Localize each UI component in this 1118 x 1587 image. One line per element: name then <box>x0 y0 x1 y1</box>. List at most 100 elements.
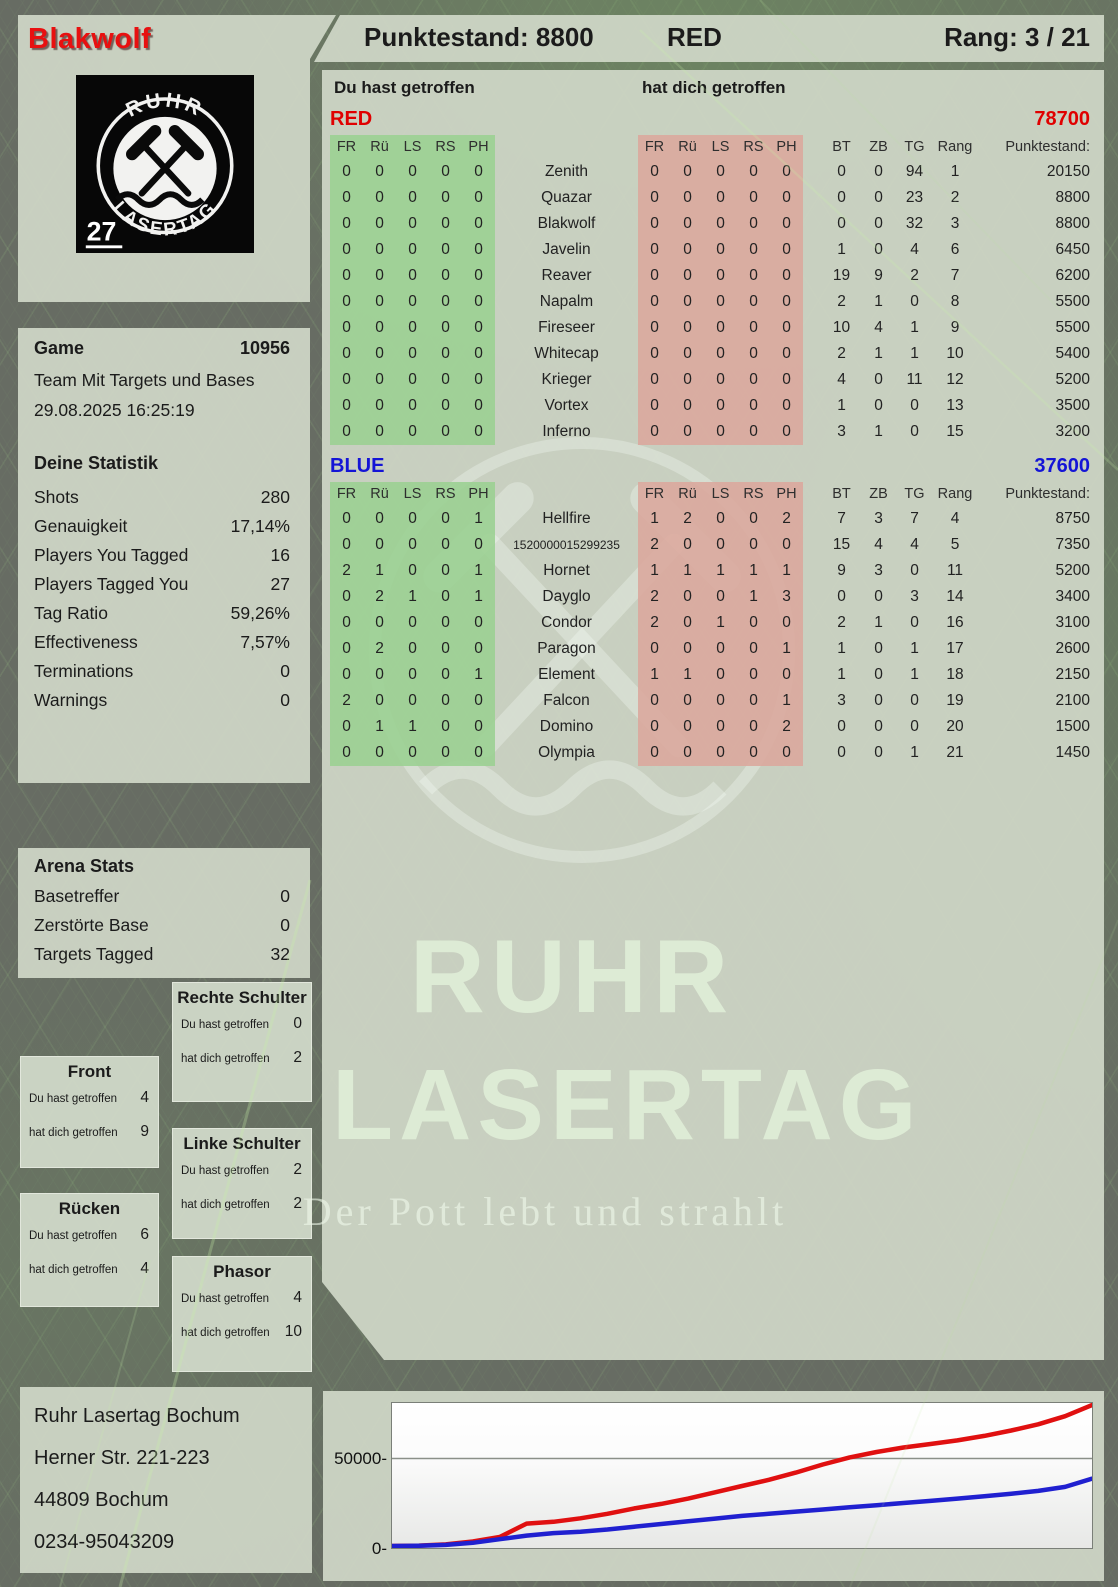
stat-rows: Shots 280 Genauigkeit 17,14% Players You… <box>34 483 290 715</box>
zb-cell: 0 <box>874 718 883 735</box>
zb-cell: 1 <box>874 423 883 440</box>
stat-row: Players Tagged You 27 <box>34 570 290 599</box>
bodypart-box-phasor: Phasor Du hast getroffen 4 hat dich getro… <box>172 1256 312 1372</box>
col-header: Rü <box>363 482 396 506</box>
spacer <box>803 263 823 289</box>
hit-you-cell: 0 <box>704 211 737 237</box>
tg-cell: 0 <box>910 397 919 414</box>
hit-you-cell: 0 <box>737 341 770 367</box>
rank-cell: 10 <box>946 345 964 362</box>
stat-row: Genauigkeit 17,14% <box>34 512 290 541</box>
you-hit-cell: 0 <box>462 419 495 445</box>
you-hit-cell: 0 <box>330 315 363 341</box>
player-name-cell: Condor <box>541 614 592 631</box>
tg-cell: 0 <box>910 692 919 709</box>
bodypart-title: Rücken <box>58 1199 121 1218</box>
hit-you-cell: 0 <box>770 740 803 766</box>
stat-row: Warnings 0 <box>34 686 290 715</box>
zb-cell: 0 <box>874 189 883 206</box>
rank-cell: 4 <box>950 510 960 527</box>
player-row: 0 0 0 0 1 Hellfire 1 2 0 0 2 7 <box>330 506 1090 532</box>
you-hit-cell: 0 <box>330 185 363 211</box>
you-hit-cell: 0 <box>396 263 429 289</box>
player-row: 0 0 0 0 0 Krieger 0 0 0 0 0 4 <box>330 367 1090 393</box>
hit-you-cell: 0 <box>737 740 770 766</box>
name-column-spacer <box>495 482 638 506</box>
you-hit-cell: 0 <box>363 185 396 211</box>
you-hit-value: 0 <box>293 1015 302 1032</box>
hit-you-cell: 0 <box>737 263 770 289</box>
bt-cell: 2 <box>837 293 846 310</box>
zb-cell: 9 <box>874 267 883 284</box>
arena-row: Targets Tagged 32 <box>34 940 290 969</box>
player-name-cell: Blakwolf <box>537 215 596 232</box>
spacer <box>803 714 823 740</box>
you-hit-cell: 0 <box>429 159 462 185</box>
spacer <box>803 636 823 662</box>
you-hit-cell: 0 <box>330 341 363 367</box>
red-table-header-row: FR Rü LS RS PH FR Rü LS RS PH BT ZB TG R… <box>330 135 1090 159</box>
stat-row: Tag Ratio 59,26% <box>34 599 290 628</box>
you-hit-cell: 0 <box>396 506 429 532</box>
col-header: LS <box>396 135 429 159</box>
col-header: LS <box>704 482 737 506</box>
you-hit-cell: 0 <box>429 532 462 558</box>
col-header: FR <box>330 482 363 506</box>
bt-cell: 1 <box>837 397 846 414</box>
col-header: PH <box>770 135 803 159</box>
player-row: 0 0 0 0 0 Blakwolf 0 0 0 0 0 0 <box>330 211 1090 237</box>
col-header: Rang <box>937 486 973 502</box>
col-header: FR <box>638 135 671 159</box>
col-header: RS <box>429 482 462 506</box>
col-header: TG <box>904 486 925 502</box>
hit-you-cell: 0 <box>704 185 737 211</box>
hit-you-cell: 0 <box>737 367 770 393</box>
hit-you-cell: 0 <box>737 610 770 636</box>
player-name-cell: Hornet <box>543 562 590 579</box>
wave-icon <box>117 194 202 205</box>
zb-cell: 0 <box>874 744 883 761</box>
hit-you-cell: 0 <box>737 662 770 688</box>
player-name-cell: Whitecap <box>534 345 599 362</box>
hit-you-cell: 0 <box>671 636 704 662</box>
bt-cell: 0 <box>837 163 846 180</box>
stat-value: 7,57% <box>240 632 290 652</box>
hit-you-cell: 0 <box>638 367 671 393</box>
hit-you-cell: 1 <box>671 662 704 688</box>
ytick-0: 0- <box>371 1539 387 1558</box>
you-hit-cell: 0 <box>330 506 363 532</box>
you-hit-cell: 0 <box>429 393 462 419</box>
hit-you-cell: 0 <box>671 159 704 185</box>
you-hit-cell: 0 <box>462 185 495 211</box>
stats-title: Deine Statistik <box>34 453 159 473</box>
tg-cell: 0 <box>910 562 919 579</box>
you-hit-cell: 0 <box>429 636 462 662</box>
player-name-cell: Quazar <box>541 189 592 206</box>
you-hit-cell: 2 <box>363 636 396 662</box>
rank-cell: 8 <box>950 293 960 310</box>
you-hit-cell: 0 <box>363 263 396 289</box>
rank-cell: 2 <box>950 189 960 206</box>
bt-cell: 1 <box>837 241 846 258</box>
blue-team-header: BLUE 37600 <box>322 453 1104 479</box>
hit-you-cell: 0 <box>671 211 704 237</box>
you-hit-cell: 0 <box>429 714 462 740</box>
blue-team-section: BLUE 37600 FR Rü LS RS PH FR Rü LS RS PH <box>322 453 1104 766</box>
watermark-text-2: LASERTAG <box>332 1049 923 1161</box>
points-cell: 2100 <box>1055 692 1090 709</box>
bt-cell: 19 <box>832 267 851 284</box>
red-team-section: RED 78700 FR Rü LS RS PH FR Rü LS RS PH <box>322 106 1104 445</box>
hit-you-cell: 0 <box>704 341 737 367</box>
stat-label: Tag Ratio <box>34 603 108 623</box>
you-hit-cell: 0 <box>363 341 396 367</box>
tg-cell: 3 <box>910 588 919 605</box>
spacer <box>803 341 823 367</box>
points-cell: 3100 <box>1055 614 1090 631</box>
hit-you-cell: 0 <box>638 636 671 662</box>
hit-you-cell: 0 <box>704 315 737 341</box>
hit-you-cell: 0 <box>671 315 704 341</box>
hit-you-value: 9 <box>140 1123 149 1140</box>
bt-cell: 2 <box>837 345 846 362</box>
you-hit-label: Du hast getroffen <box>334 78 475 97</box>
stat-label: Genauigkeit <box>34 516 128 536</box>
